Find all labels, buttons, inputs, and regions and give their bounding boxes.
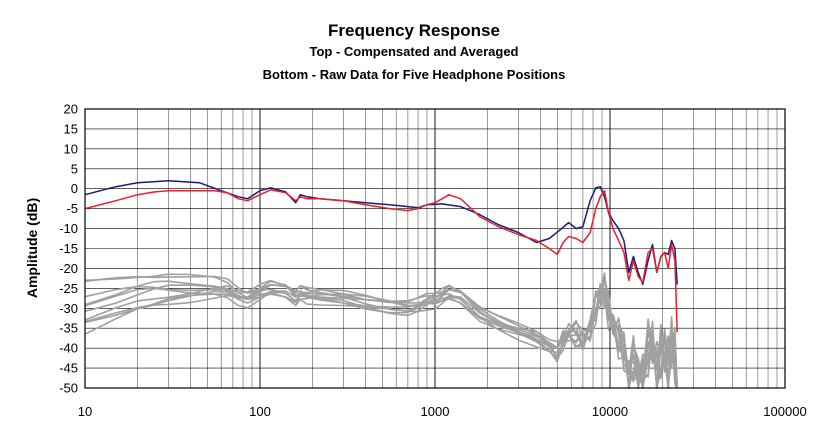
plot-area-border: [84, 108, 786, 389]
y-tick-label: 15: [64, 121, 78, 136]
raw-data-series: [84, 272, 678, 389]
chart-subtitle-bottom: Bottom - Raw Data for Five Headphone Pos…: [262, 67, 566, 82]
y-tick-label: -35: [59, 321, 78, 336]
raw-position-trace: [84, 272, 678, 389]
y-axis-tick-labels: 20 15 10 5 0 -5 -10 -15 -20 -25 -30 -35 -40 -45 -50: [59, 102, 78, 396]
y-tick-label: -50: [59, 381, 78, 396]
y-tick-label: 10: [64, 141, 78, 156]
y-tick-label: -10: [59, 221, 78, 236]
y-tick-label: -15: [59, 241, 78, 256]
x-axis-tick-labels: 10 100 1000 10000 100000: [78, 404, 807, 419]
y-tick-label: -20: [59, 261, 78, 276]
chart-title: Frequency Response: [328, 21, 500, 40]
x-tick-label: 100000: [763, 404, 806, 419]
y-tick-label: -30: [59, 301, 78, 316]
x-tick-label: 100: [249, 404, 271, 419]
y-tick-label: 5: [71, 161, 78, 176]
raw-position-trace: [84, 275, 678, 389]
x-tick-label: 1000: [421, 404, 450, 419]
y-tick-label: -25: [59, 281, 78, 296]
averaged-series: [84, 179, 678, 333]
y-tick-label: -45: [59, 361, 78, 376]
y-tick-label: -5: [66, 201, 78, 216]
chart-subtitle-top: Top - Compensated and Averaged: [309, 44, 519, 59]
y-tick-label: -40: [59, 341, 78, 356]
x-tick-label: 10: [78, 404, 92, 419]
raw-position-trace: [84, 285, 678, 389]
y-tick-label: 20: [64, 102, 78, 117]
y-axis-label: Amplitude (dB): [24, 198, 40, 298]
compensated-series-line-red: [84, 189, 678, 333]
y-tick-label: 0: [71, 181, 78, 196]
x-tick-label: 10000: [592, 404, 628, 419]
